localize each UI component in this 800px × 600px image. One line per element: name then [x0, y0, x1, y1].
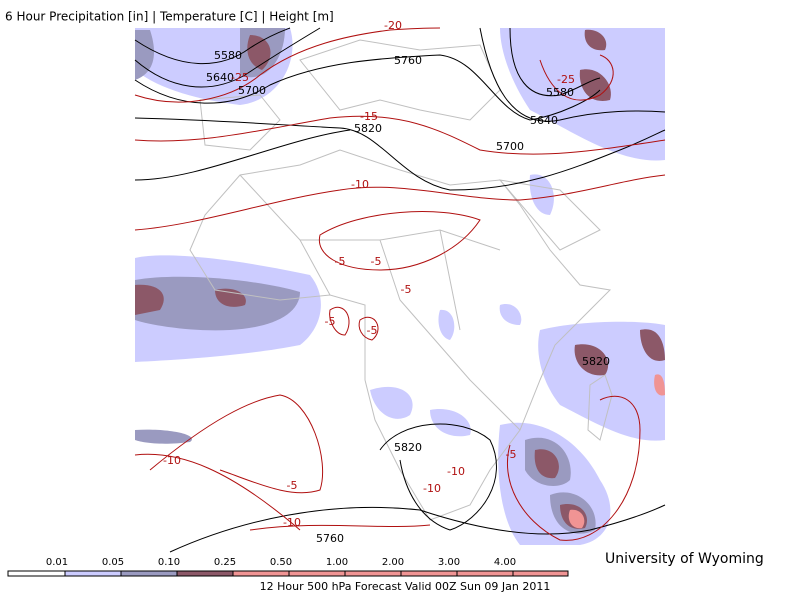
temperature-label: -25 — [557, 73, 575, 86]
height-contour — [509, 27, 601, 97]
precip-area — [135, 276, 300, 331]
temperature-label: -5 — [335, 255, 346, 268]
height-contours — [134, 27, 666, 553]
credit: University of Wyoming — [605, 551, 764, 567]
precip-area — [135, 429, 192, 444]
precip-area — [135, 28, 285, 80]
height-contour — [134, 129, 351, 181]
height-label: 5700 — [238, 84, 266, 97]
height-label: 5760 — [316, 532, 344, 545]
colorbar-swatch — [177, 571, 233, 576]
temperature-contour — [134, 27, 441, 103]
colorbar-swatch — [401, 571, 457, 576]
temperature-label: -5 — [367, 324, 378, 337]
precip-area — [568, 374, 665, 529]
colorbar-swatch — [289, 571, 345, 576]
temperature-label: -5 — [506, 448, 517, 461]
height-contour — [134, 27, 291, 64]
map: 5580 5640 5700 5760 5820 5700 5640 5580 5820 5820… — [134, 19, 666, 553]
colorbar-label: 0.25 — [214, 557, 236, 568]
precip-area — [135, 284, 246, 315]
height-contour — [479, 27, 666, 122]
temperature-label: -10 — [423, 482, 441, 495]
temperature-label: -25 — [231, 71, 249, 84]
temperature-label: -5 — [401, 283, 412, 296]
colorbar-swatch — [233, 571, 289, 576]
colorbar-label: 4.00 — [494, 557, 516, 568]
height-label: 5820 — [582, 355, 610, 368]
temperature-label: -5 — [325, 315, 336, 328]
temperature-label: -10 — [163, 454, 181, 467]
temperature-contour — [134, 174, 666, 231]
colorbar-swatch — [121, 571, 177, 576]
colorbar-label: 0.05 — [102, 557, 124, 568]
colorbar-swatch — [65, 571, 121, 576]
precip-area — [500, 28, 665, 161]
temperature-label: -10 — [351, 178, 369, 191]
temperature-contour — [134, 453, 431, 531]
height-label: 5820 — [354, 122, 382, 135]
height-label: 5700 — [496, 140, 524, 153]
precip-area — [534, 449, 588, 529]
temperature-label: -20 — [384, 19, 402, 32]
colorbar-label: 3.00 — [438, 557, 460, 568]
coastline — [189, 149, 612, 521]
temperature-contours — [134, 27, 666, 541]
precip-area — [574, 329, 665, 376]
temperature-contour — [539, 54, 614, 101]
coastline — [587, 374, 613, 441]
temperature-contour — [506, 395, 641, 541]
colorbar-frame — [7, 570, 569, 577]
height-contour — [379, 423, 497, 531]
height-label: 5580 — [214, 49, 242, 62]
height-label: 5640 — [530, 114, 558, 127]
colorbar-label: 1.00 — [326, 557, 348, 568]
temperature-label: -5 — [287, 479, 298, 492]
colorbar-swatch — [513, 571, 568, 576]
height-contour — [169, 504, 666, 553]
height-contour — [134, 27, 321, 88]
height-label: 5820 — [394, 441, 422, 454]
temperature-contour — [149, 394, 324, 494]
colorbar: 0.01 0.05 0.10 0.25 0.50 1.00 2.00 3.00 4.00 — [7, 557, 569, 577]
temperature-label: -10 — [447, 465, 465, 478]
coastline — [199, 39, 601, 251]
colorbar-label: 2.00 — [382, 557, 404, 568]
coastlines — [189, 39, 613, 521]
colorbar-label: 0.10 — [158, 557, 180, 568]
precip-area — [247, 35, 271, 70]
height-label: 5760 — [394, 54, 422, 67]
footer: 12 Hour 500 hPa Forecast Valid 00Z Sun 0… — [260, 580, 551, 593]
colorbar-swatch — [345, 571, 401, 576]
precip-area — [538, 321, 665, 441]
colorbar-label: 0.01 — [46, 557, 68, 568]
temperature-label: -5 — [371, 255, 382, 268]
temperature-contour — [134, 115, 666, 155]
temperature-contour — [318, 211, 481, 271]
height-contour — [134, 54, 601, 121]
temperature-label: -15 — [360, 110, 378, 123]
height-label: 5640 — [206, 71, 234, 84]
title: 6 Hour Precipitation [in] | Temperature … — [5, 10, 334, 24]
contour-labels: 5580 5640 5700 5760 5820 5700 5640 5580 5820 5820… — [163, 19, 610, 545]
height-contour — [134, 117, 666, 191]
precip-area — [370, 174, 554, 437]
colorbar-label: 0.50 — [270, 557, 292, 568]
colorbar-swatch — [457, 571, 513, 576]
temperature-label: -10 — [283, 516, 301, 529]
colorbar-swatch — [8, 571, 65, 576]
height-label: 5580 — [546, 86, 574, 99]
temperature-contour — [329, 307, 379, 341]
